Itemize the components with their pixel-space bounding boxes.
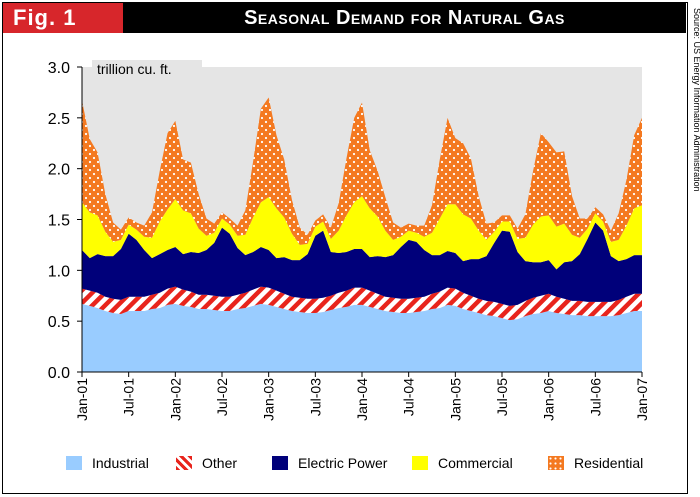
area-series-group (82, 97, 642, 372)
x-tick-label: Jan-07 (634, 378, 650, 421)
x-tick-label: Jan-03 (261, 378, 277, 421)
x-tick-label: Jan-01 (74, 378, 90, 421)
y-axis-unit-label: trillion cu. ft. (97, 61, 172, 77)
legend-item-industrial: Industrial (66, 452, 149, 474)
source-note: Source: US Energy Information Administra… (692, 8, 700, 192)
legend-item-commercial: Commercial (412, 452, 513, 474)
area-other (82, 286, 642, 321)
x-tick-label: Jul-04 (401, 378, 417, 416)
legend-swatch-industrial (66, 456, 82, 470)
y-tick-label: 0.5 (48, 314, 70, 331)
chart-legend: Industrial Other Electric Power Commerci… (60, 452, 680, 474)
figure-title: Seasonal Demand for Natural Gas (123, 3, 686, 33)
y-tick-label: 3.0 (48, 60, 70, 77)
x-tick-label: Jul-02 (214, 378, 230, 416)
legend-swatch-commercial (412, 456, 428, 470)
x-tick-label: Jul-03 (307, 378, 323, 416)
area-commercial (82, 196, 642, 270)
x-tick-label: Jul-01 (121, 378, 137, 416)
axes-group: 0.0 0.5 1.0 1.5 2.0 2.5 3.0 Jan-01 Jul-01 Jan-02 J… (48, 60, 650, 421)
y-tick-label: 1.0 (48, 263, 70, 280)
x-tick-label: Jan-05 (447, 378, 463, 421)
legend-item-other: Other (176, 452, 237, 474)
area-electric-power (82, 222, 642, 306)
area-industrial (82, 303, 642, 372)
legend-label-residential: Residential (574, 455, 644, 471)
x-tick-label: Jul-05 (494, 378, 510, 416)
x-tick-label: Jan-06 (541, 378, 557, 421)
legend-swatch-other (176, 456, 192, 470)
legend-swatch-electric-power (272, 456, 288, 470)
legend-label-electric-power: Electric Power (298, 455, 388, 471)
legend-swatch-residential (548, 456, 564, 470)
figure-number-label: Fig. 1 (3, 3, 123, 33)
x-tick-label: Jul-06 (587, 378, 603, 416)
x-tick-label: Jan-02 (167, 378, 183, 421)
legend-label-other: Other (202, 455, 238, 471)
y-tick-label: 0.0 (48, 365, 70, 382)
y-tick-label: 2.0 (48, 162, 70, 179)
legend-item-electric-power: Electric Power (272, 452, 387, 474)
legend-label-industrial: Industrial (92, 455, 149, 471)
x-tick-label: Jan-04 (354, 378, 370, 421)
y-tick-label: 2.5 (48, 111, 70, 128)
legend-label-commercial: Commercial (438, 455, 513, 471)
y-tick-label: 1.5 (48, 213, 70, 230)
unit-label-background (92, 60, 202, 78)
legend-item-residential: Residential (548, 452, 643, 474)
area-residential (82, 97, 642, 245)
